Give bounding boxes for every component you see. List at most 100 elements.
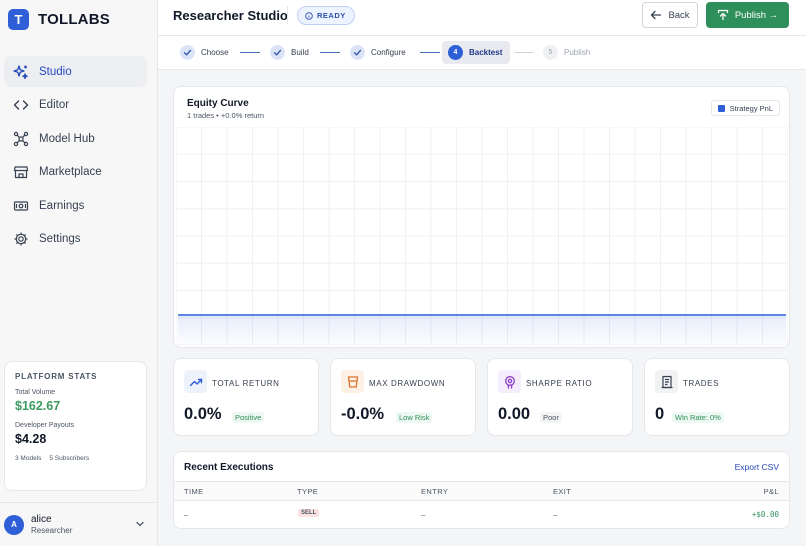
top-header: Researcher Studio READY Back Publish →: [158, 0, 806, 36]
title-divider: [287, 6, 288, 24]
equity-curve-card: Equity Curve 1 trades • +0.0% return Str…: [173, 86, 790, 348]
publish-button-label: Publish →: [734, 9, 779, 21]
metric-note: Win Rate: 0%: [672, 412, 724, 423]
step-build[interactable]: Build: [270, 41, 309, 64]
platform-stats-card: PLATFORM STATS Total Volume $162.67 Deve…: [4, 361, 147, 491]
cup-icon: [341, 370, 364, 393]
metric-label: TOTAL RETURN: [212, 379, 280, 388]
trade-type-badge: SELL: [298, 509, 320, 517]
back-button-label: Back: [668, 9, 690, 21]
cell-time: –: [184, 510, 189, 519]
arrow-left-icon: [651, 10, 662, 20]
metric-max-drawdown: MAX DRAWDOWN -0.0% Low Risk: [330, 358, 476, 436]
platform-stats-title: PLATFORM STATS: [15, 372, 98, 381]
metric-trades: TRADES 0 Win Rate: 0%: [644, 358, 790, 436]
column-header[interactable]: P&L: [763, 487, 779, 496]
equity-curve-chart[interactable]: [176, 127, 788, 345]
table-row[interactable]: – SELL – – +$0.00: [174, 502, 789, 526]
chart-legend[interactable]: Strategy PnL: [710, 100, 780, 116]
chevron-down-icon[interactable]: [135, 519, 145, 529]
developer-payouts-label: Developer Payouts: [15, 422, 75, 429]
back-button[interactable]: Back: [642, 2, 698, 28]
user-role: Researcher: [31, 526, 73, 535]
sidebar-nav: Studio Editor Model Hub Marketplace Earn…: [4, 56, 147, 257]
cell-exit: –: [553, 510, 558, 519]
recent-executions-card: Recent Executions Export CSV TIME TYPE E…: [173, 451, 790, 529]
main-content: Equity Curve 1 trades • +0.0% return Str…: [158, 70, 806, 546]
total-volume-value: $162.67: [15, 399, 61, 413]
banknote-icon: [13, 198, 29, 214]
column-header[interactable]: ENTRY: [421, 487, 449, 496]
executions-title: Recent Executions: [184, 462, 274, 473]
metric-value: 0.0%: [184, 405, 222, 423]
sidebar-item-label: Studio: [39, 65, 72, 78]
sidebar-item-studio[interactable]: Studio: [4, 56, 147, 87]
sidebar-item-editor[interactable]: Editor: [4, 90, 147, 121]
metric-label: TRADES: [683, 379, 720, 388]
developer-payouts-value: $4.28: [15, 432, 47, 446]
sidebar-item-label: Earnings: [39, 199, 85, 212]
metric-total-return: TOTAL RETURN 0.0% Positive: [173, 358, 319, 436]
metric-sharpe-ratio: SHARPE RATIO 0.00 Poor: [487, 358, 633, 436]
metric-value: 0.00: [498, 405, 531, 423]
user-name: alice: [31, 514, 52, 525]
page-title: Researcher Studio: [173, 8, 288, 23]
upload-icon: [717, 9, 728, 21]
metric-note: Positive: [232, 412, 265, 423]
publish-button[interactable]: Publish →: [706, 2, 789, 28]
export-csv-link[interactable]: Export CSV: [734, 462, 779, 472]
step-label: Backtest: [469, 48, 503, 57]
table-header: TIME TYPE ENTRY EXIT P&L: [174, 481, 789, 501]
step-connector: [240, 52, 260, 53]
metric-label: MAX DRAWDOWN: [369, 379, 446, 388]
step-number: 4: [448, 45, 463, 60]
metric-value: 0: [655, 405, 665, 423]
metric-note: Low Risk: [396, 412, 433, 423]
cell-entry: –: [421, 510, 426, 519]
brand[interactable]: T TOLLABS: [8, 9, 110, 30]
chart-title: Equity Curve: [187, 98, 249, 109]
network-icon: [13, 131, 29, 147]
sidebar-item-earnings[interactable]: Earnings: [4, 190, 147, 221]
gear-icon: [13, 231, 29, 247]
brand-name: TOLLABS: [38, 11, 110, 28]
info-circle-icon: [305, 11, 313, 20]
step-number: 5: [543, 45, 558, 60]
step-label: Publish: [564, 48, 591, 57]
check-icon: [350, 45, 365, 60]
brain-icon: [498, 370, 521, 393]
step-configure[interactable]: Configure: [350, 41, 406, 64]
subscribers-count: 5 Subscribers: [49, 455, 90, 462]
series-area-strategy-pnl: [178, 315, 786, 345]
step-connector: [514, 52, 534, 53]
store-icon: [13, 164, 29, 180]
step-choose[interactable]: Choose: [180, 41, 229, 64]
column-header[interactable]: TIME: [184, 487, 204, 496]
column-header[interactable]: TYPE: [297, 487, 319, 496]
brand-logo: T: [8, 9, 29, 30]
sidebar-item-label: Model Hub: [39, 132, 95, 145]
sidebar-item-label: Marketplace: [39, 166, 102, 178]
metric-label: SHARPE RATIO: [526, 379, 593, 388]
step-backtest[interactable]: 4 Backtest: [442, 41, 511, 64]
column-header[interactable]: EXIT: [553, 487, 572, 496]
avatar: A: [4, 514, 24, 535]
step-publish[interactable]: 5 Publish: [543, 41, 590, 64]
check-icon: [180, 45, 195, 60]
sidebar-item-model-hub[interactable]: Model Hub: [4, 123, 147, 154]
models-count: 3 Models: [15, 455, 42, 462]
step-label: Configure: [371, 48, 406, 57]
sparkles-icon: [13, 64, 29, 80]
sidebar-item-marketplace[interactable]: Marketplace: [4, 157, 147, 188]
sidebar-item-settings[interactable]: Settings: [4, 224, 147, 255]
sidebar-item-label: Editor: [39, 99, 70, 111]
check-icon: [270, 45, 285, 60]
code-icon: [13, 97, 29, 113]
cell-pnl: +$0.00: [751, 510, 779, 519]
status-badge-label: READY: [317, 11, 346, 20]
user-menu[interactable]: A alice Researcher: [0, 502, 157, 546]
legend-label: Strategy PnL: [729, 103, 773, 113]
step-connector: [420, 52, 440, 53]
legend-swatch: [717, 104, 725, 112]
metric-note: Poor: [540, 412, 562, 423]
